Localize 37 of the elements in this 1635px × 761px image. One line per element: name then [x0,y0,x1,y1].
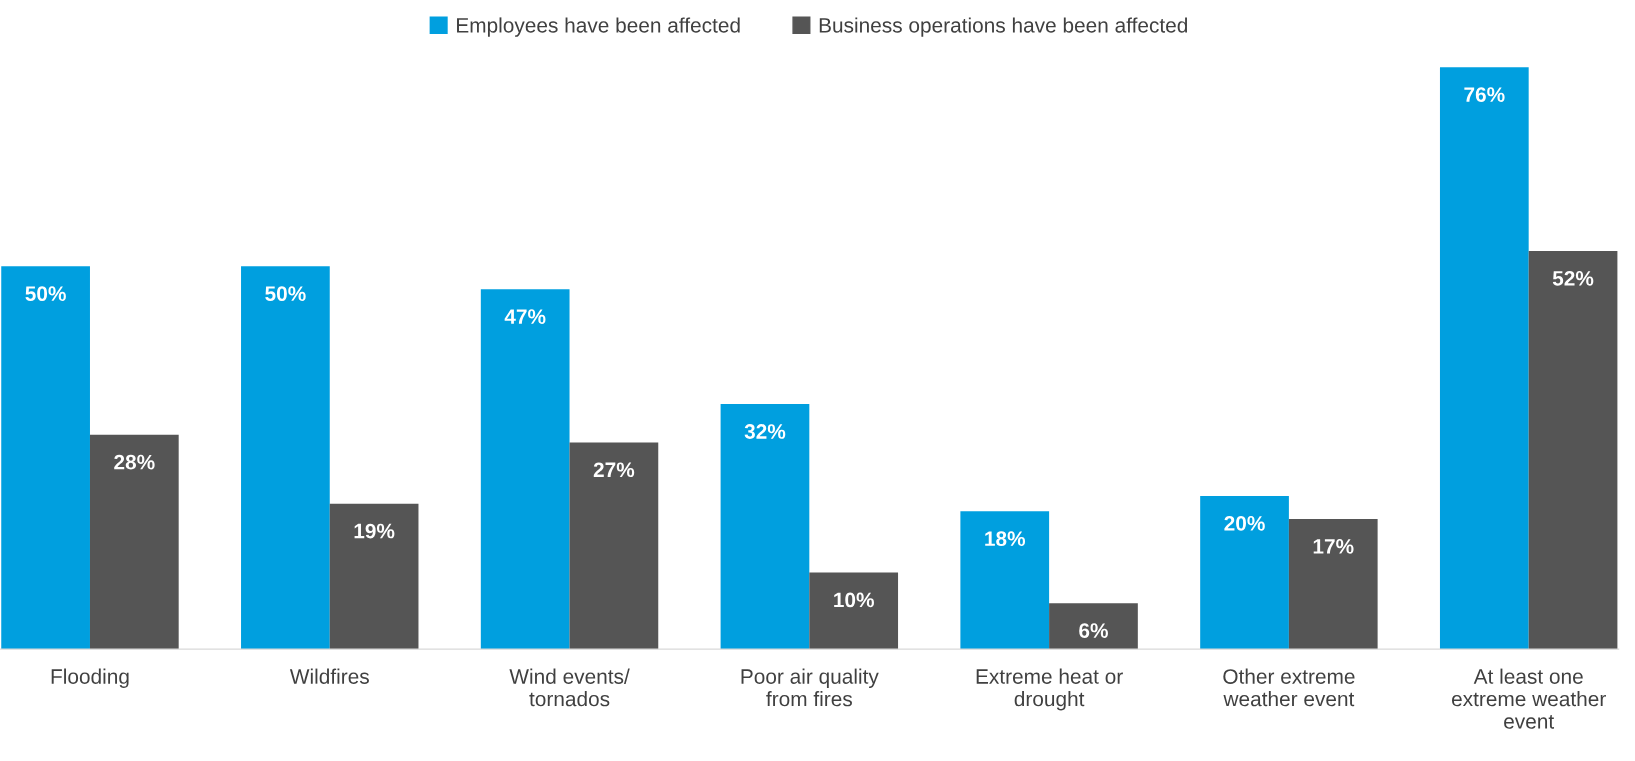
bar [329,503,419,650]
bar [1049,603,1138,650]
legend-label: Employees have been affected [457,17,740,37]
x-tick-label: At least one extreme weather event [1451,668,1606,729]
data-label: 19% [354,523,395,539]
data-label: 17% [1313,539,1354,554]
bar [569,442,659,650]
data-label: 20% [1224,515,1265,531]
data-label: 52% [1552,270,1594,286]
bar [1528,250,1618,650]
bar [89,434,179,650]
bar [1288,518,1378,650]
x-tick-label: Other extreme weather event [1223,668,1355,707]
data-label: 50% [25,286,66,302]
x-tick-label: Poor air quality from fires [741,668,879,707]
x-tick-label: Flooding [51,668,129,688]
bar [1200,495,1289,650]
bar [720,404,810,650]
data-label: 6% [1079,623,1108,638]
data-label: 47% [504,309,546,324]
bar [241,266,330,650]
data-label: 28% [114,454,155,470]
data-label: 50% [265,286,306,302]
bar [1,266,90,650]
data-label: 10% [834,592,874,608]
legend-label: Business operations have been affected [819,17,1188,37]
x-tick-label: Wind events/ tornados [509,668,630,707]
bar [480,289,570,650]
bar [1439,67,1529,650]
data-label: 18% [985,531,1026,547]
x-tick-label: Extreme heat or drought [976,668,1123,711]
data-label: 27% [593,462,635,478]
data-label: 32% [744,424,786,439]
data-label: 76% [1464,87,1505,102]
bar [809,572,899,650]
x-tick-label: Wildfires [289,668,369,684]
bar [960,511,1050,650]
